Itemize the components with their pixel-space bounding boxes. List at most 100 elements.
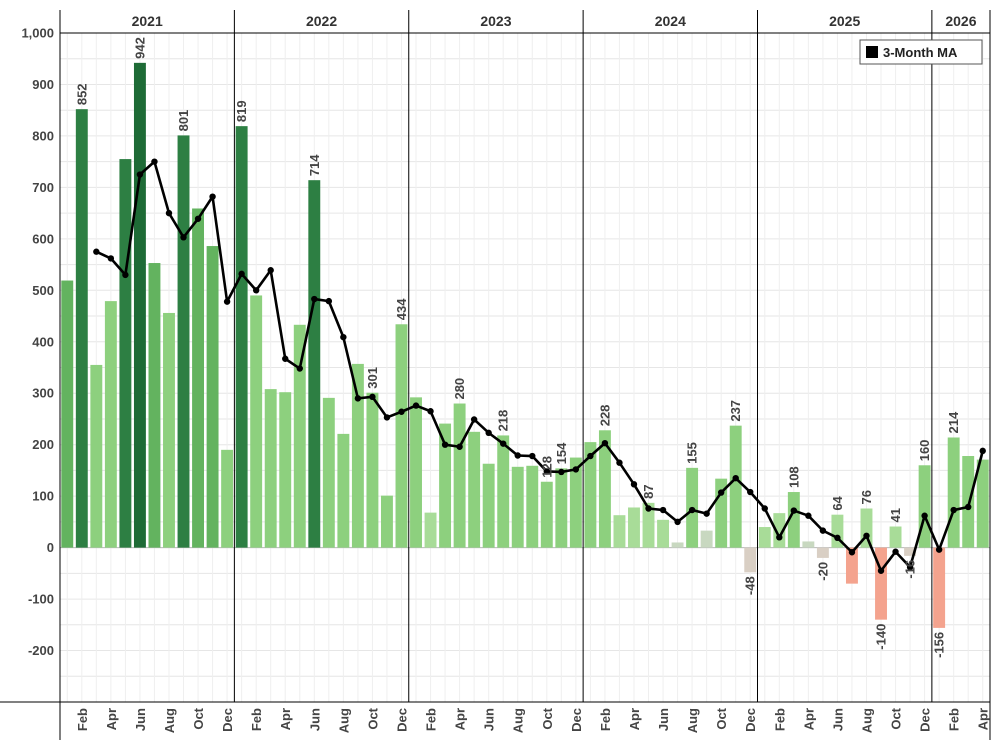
moving-average-point bbox=[151, 158, 158, 165]
moving-average-point bbox=[340, 333, 347, 341]
y-axis: -200 -100 0 100 200 300 400 500 600 700 800 900 1,00… bbox=[21, 26, 54, 659]
bar-48 bbox=[758, 527, 771, 548]
bar-3 bbox=[104, 301, 117, 548]
bar-38 bbox=[613, 515, 626, 548]
y-tick-label: 600 bbox=[32, 231, 54, 246]
bar-47 bbox=[744, 547, 757, 573]
moving-average-point bbox=[776, 534, 783, 541]
bar-18 bbox=[322, 397, 335, 548]
x-tick-label: Apr bbox=[104, 708, 119, 730]
moving-average-point bbox=[848, 549, 856, 556]
bar-36 bbox=[584, 442, 597, 548]
moving-average-point bbox=[122, 271, 129, 279]
y-tick-label: 400 bbox=[32, 334, 54, 349]
moving-average-point bbox=[732, 474, 739, 482]
moving-average-point bbox=[398, 408, 405, 415]
moving-average-point bbox=[354, 395, 362, 402]
moving-average-point bbox=[979, 447, 986, 455]
moving-average-point bbox=[325, 297, 333, 305]
bar-19 bbox=[337, 433, 350, 548]
bar-label: 714 bbox=[307, 154, 322, 176]
bar-label: -20 bbox=[815, 562, 830, 581]
moving-average-point bbox=[747, 488, 754, 496]
bar-25 bbox=[424, 512, 437, 548]
moving-average-point bbox=[587, 452, 594, 460]
bars bbox=[61, 62, 989, 628]
bar-14 bbox=[264, 389, 277, 548]
bar-6 bbox=[148, 263, 161, 548]
moving-average-point bbox=[572, 466, 580, 473]
moving-average-point bbox=[819, 527, 827, 534]
bar-label: -48 bbox=[743, 576, 758, 595]
year-header: 2021 2022 2023 2024 2025 2026 bbox=[132, 13, 977, 29]
moving-average-point bbox=[441, 441, 449, 448]
moving-average-point bbox=[659, 506, 667, 514]
bar-2 bbox=[90, 364, 103, 548]
bar-10 bbox=[206, 246, 219, 548]
bar-59 bbox=[918, 465, 931, 548]
bar-32 bbox=[526, 465, 539, 548]
bar-11 bbox=[221, 449, 234, 548]
x-tick-label: Oct bbox=[714, 707, 729, 729]
bar-label: 64 bbox=[830, 495, 845, 510]
bar-52 bbox=[816, 547, 829, 558]
y-tick-label: 900 bbox=[32, 77, 54, 92]
moving-average-point bbox=[223, 298, 231, 305]
moving-average-point bbox=[950, 506, 957, 514]
bar-49 bbox=[773, 513, 786, 548]
moving-average-point bbox=[93, 248, 100, 255]
bar-58 bbox=[904, 547, 917, 556]
bar-39 bbox=[628, 507, 640, 548]
moving-average-point bbox=[107, 255, 115, 262]
bar-51 bbox=[802, 541, 815, 548]
year-label: 2025 bbox=[829, 13, 860, 29]
moving-average-point bbox=[965, 503, 972, 511]
moving-average-point bbox=[470, 416, 478, 423]
moving-average-point bbox=[645, 505, 652, 512]
bar-31 bbox=[511, 466, 524, 548]
bar-4 bbox=[119, 159, 132, 548]
moving-average-point bbox=[311, 295, 318, 303]
bar-61 bbox=[947, 437, 960, 548]
bar-20 bbox=[351, 363, 364, 548]
x-tick-label: Apr bbox=[453, 708, 468, 730]
moving-average-point bbox=[834, 534, 841, 542]
x-tick-label: Feb bbox=[772, 708, 787, 731]
moving-average-point bbox=[165, 209, 173, 217]
x-tick-label: Aug bbox=[162, 708, 177, 733]
moving-average-point bbox=[558, 468, 565, 476]
bar-28 bbox=[468, 431, 481, 548]
y-tick-label: 0 bbox=[47, 540, 54, 555]
x-tick-label: Dec bbox=[743, 708, 758, 732]
bar-44 bbox=[700, 530, 713, 548]
x-tick-label: Jun bbox=[656, 708, 671, 731]
moving-average-point bbox=[703, 510, 710, 517]
moving-average-point bbox=[194, 215, 202, 222]
x-tick-label: Dec bbox=[394, 708, 409, 732]
bar-label: -156 bbox=[932, 632, 947, 658]
bar-13 bbox=[250, 295, 263, 548]
x-tick-label: Aug bbox=[511, 708, 526, 733]
bar-label: 108 bbox=[786, 466, 801, 488]
bar-label: 154 bbox=[554, 442, 569, 464]
bar-15 bbox=[279, 392, 292, 548]
y-tick-label: -100 bbox=[28, 592, 54, 607]
moving-average-point bbox=[267, 267, 274, 274]
bar-label: 280 bbox=[452, 378, 467, 400]
bar-55 bbox=[860, 508, 873, 548]
moving-average-point bbox=[296, 365, 303, 372]
moving-average-point bbox=[543, 468, 550, 475]
bar-50 bbox=[787, 492, 800, 548]
bar-label: 852 bbox=[74, 83, 89, 105]
moving-average-point bbox=[892, 548, 899, 555]
moving-average-point bbox=[805, 512, 812, 519]
moving-average-point bbox=[790, 507, 798, 514]
moving-average-line bbox=[93, 158, 986, 574]
bar-45 bbox=[715, 478, 728, 548]
year-label: 2026 bbox=[945, 13, 976, 29]
bar-label: 76 bbox=[859, 490, 874, 504]
y-tick-label: 500 bbox=[32, 283, 54, 298]
moving-average-point bbox=[427, 408, 434, 415]
